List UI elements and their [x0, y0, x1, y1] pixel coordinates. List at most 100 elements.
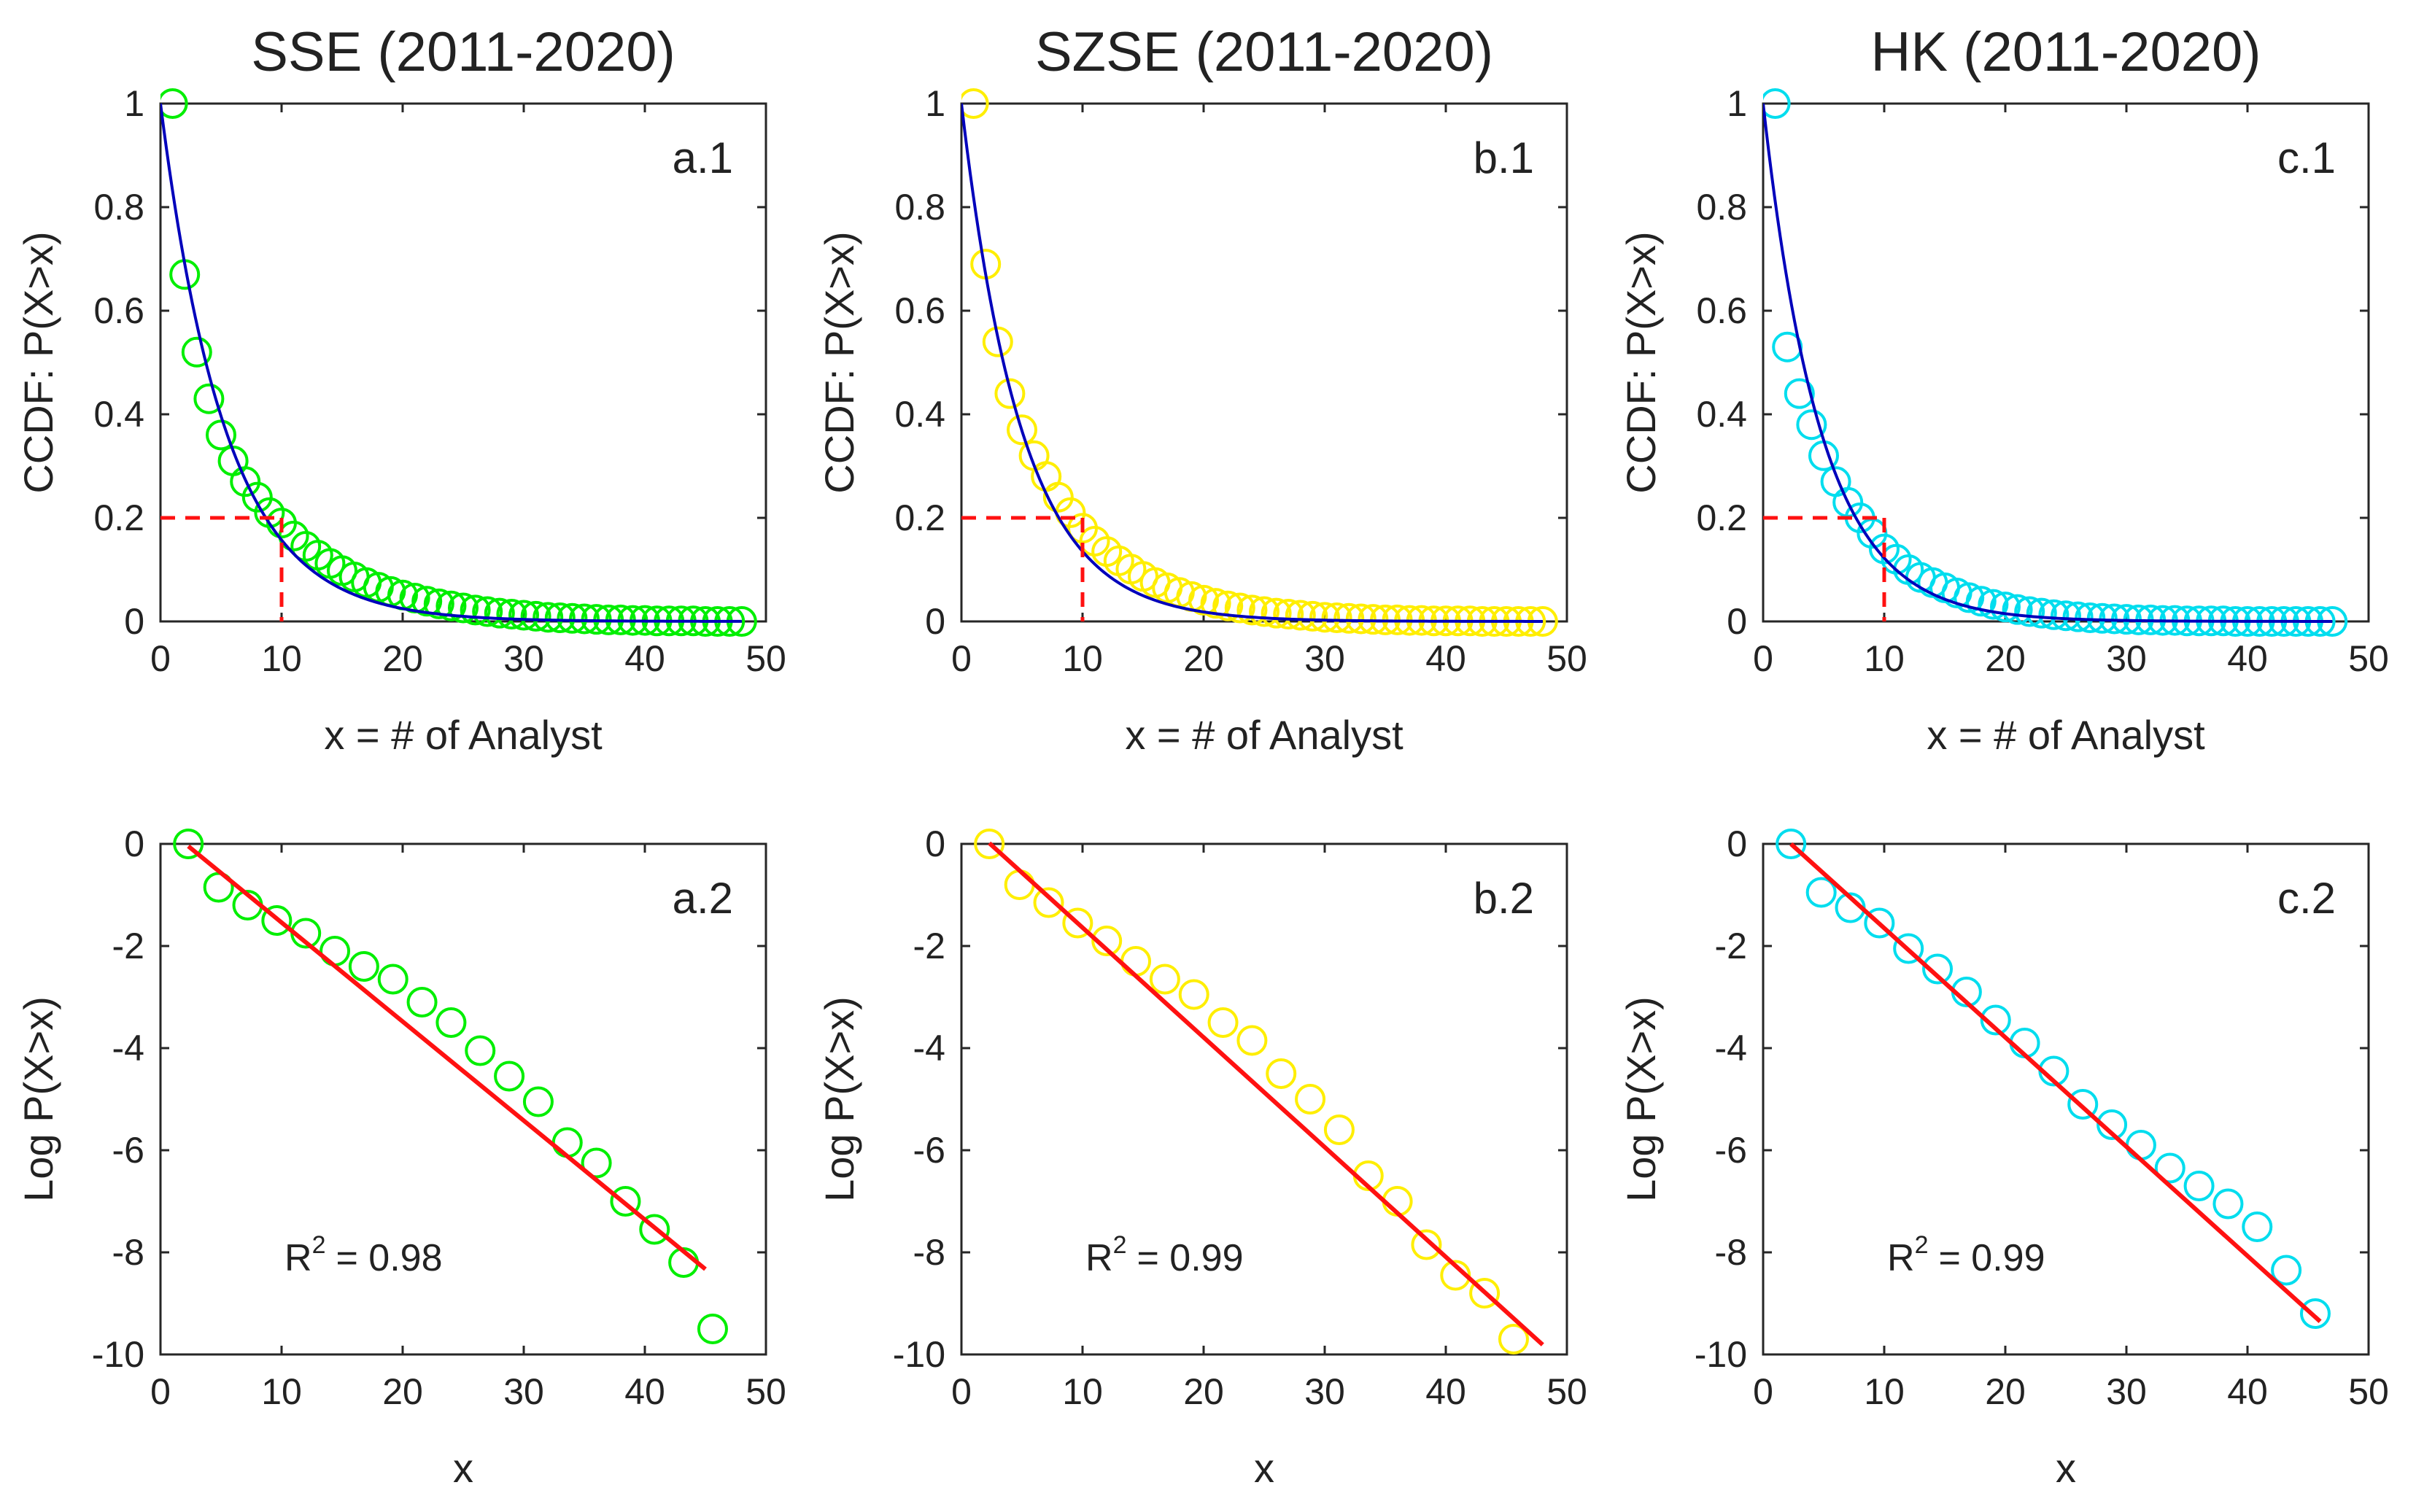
x-tick-label: 20	[1985, 638, 2026, 679]
data-point	[377, 964, 409, 995]
r2-prefix: R	[1085, 1237, 1113, 1279]
y-tick-label: 0.8	[1696, 187, 1747, 228]
panel-title: SSE (2011-2020)	[251, 21, 675, 83]
y-tick-label: -6	[913, 1130, 945, 1171]
x-tick-label: 50	[1546, 638, 1587, 679]
y-tick-label: -10	[92, 1334, 144, 1375]
data-point	[2002, 594, 2033, 625]
fit-line	[1789, 842, 2322, 1324]
x-tick-label: 30	[503, 1371, 544, 1412]
panel-c2: 0 10 20 30 40 50 -10 -8 -6 -4 -2 0 x Log P(X>x) c.2 R2 =…	[1618, 823, 2389, 1491]
y-axis-label: CCDF: P(X>x)	[15, 231, 61, 493]
x-tick-label: 30	[2106, 638, 2147, 679]
data-point	[1285, 600, 1316, 631]
data-point	[411, 586, 443, 617]
y-tick-label: -8	[1715, 1232, 1747, 1273]
data-point	[982, 326, 1013, 357]
data-point	[261, 905, 293, 936]
data-point	[551, 1127, 583, 1158]
x-tick-label: 50	[2348, 1371, 2389, 1412]
x-tick-label: 10	[1864, 638, 1905, 679]
data-point	[1033, 887, 1064, 918]
r2-exponent: 2	[312, 1231, 326, 1259]
y-tick-label: -10	[1695, 1334, 1747, 1375]
x-tick-label: 50	[1546, 1371, 1587, 1412]
data-point	[1763, 88, 1791, 119]
data-point	[520, 600, 551, 632]
x-axis-label: x = # of Analyst	[1927, 712, 2205, 758]
y-tick-label: -8	[913, 1232, 945, 1273]
y-tick-label: -2	[913, 926, 945, 966]
data-point	[2038, 599, 2070, 630]
fit-line	[187, 844, 707, 1271]
data-point	[994, 378, 1026, 409]
y-tick-label: 0.2	[1696, 497, 1747, 538]
data-point	[1411, 1229, 1442, 1260]
data-point	[639, 1214, 670, 1245]
data-point	[1062, 907, 1093, 939]
fit-curve	[1763, 103, 2333, 623]
data-point	[348, 951, 379, 982]
y-axis-label: Log P(X>x)	[15, 996, 61, 1202]
x-tick-label: 50	[746, 638, 786, 679]
fit-line	[988, 841, 1544, 1346]
data-point	[2062, 601, 2094, 632]
x-tick-label: 50	[2348, 638, 2389, 679]
y-tick-label: 0.4	[1696, 394, 1747, 435]
x-tick-label: 30	[2106, 1371, 2147, 1412]
data-point	[181, 336, 212, 368]
x-tick-label: 10	[261, 1371, 302, 1412]
data-point	[522, 1086, 554, 1117]
panel-a2: 0 10 20 30 40 50 -10 -8 -6 -4 -2 0 x Log P(X>x) a.2 R2 =…	[15, 823, 786, 1491]
r2-value: = 0.99	[1137, 1237, 1243, 1279]
data-point	[1042, 481, 1074, 513]
data-point	[1224, 592, 1255, 624]
y-tick-label: -4	[112, 1028, 144, 1069]
data-point	[2026, 597, 2057, 629]
data-point	[1978, 589, 2009, 620]
data-point	[1297, 600, 1328, 632]
x-tick-label: 40	[2227, 638, 2268, 679]
data-point	[173, 829, 204, 859]
y-axis-label: CCDF: P(X>x)	[1618, 231, 1664, 493]
x-tick-label: 0	[951, 638, 972, 679]
panel-tag: a.2	[673, 874, 733, 923]
data-point	[1980, 1004, 2011, 1036]
data-point	[484, 597, 515, 629]
axes-frame	[960, 842, 1568, 1356]
y-axis-label: Log P(X>x)	[1618, 996, 1664, 1202]
plot-area	[974, 829, 1544, 1354]
x-tick-label: 30	[1304, 638, 1345, 679]
r2-exponent: 2	[1113, 1231, 1127, 1259]
data-point	[557, 602, 588, 634]
x-tick-label: 10	[261, 638, 302, 679]
data-point	[2212, 1188, 2244, 1220]
data-point	[1266, 1058, 1297, 1089]
data-point	[1249, 596, 1279, 627]
x-tick-label: 20	[1985, 1371, 2026, 1412]
y-tick-label: 0	[925, 601, 945, 642]
r2-exponent: 2	[1915, 1231, 1929, 1259]
data-point	[1784, 378, 1815, 409]
data-point	[1345, 603, 1377, 635]
y-tick-label: 0.6	[1696, 290, 1747, 331]
data-point	[697, 1314, 728, 1344]
data-point	[241, 481, 273, 513]
data-point	[1200, 588, 1231, 619]
x-axis-label: x = # of Analyst	[1125, 712, 1403, 758]
x-axis-label: x = # of Analyst	[324, 712, 603, 758]
y-tick-label: 0.2	[93, 497, 144, 538]
y-tick-label: -10	[893, 1334, 945, 1375]
x-tick-label: 20	[382, 1371, 423, 1412]
data-point	[1864, 907, 1895, 939]
x-tick-label: 10	[1864, 1371, 1905, 1412]
data-point	[1321, 602, 1352, 634]
axes-frame	[1762, 842, 2370, 1356]
data-point	[2299, 1298, 2331, 1329]
plot-area	[961, 88, 1558, 637]
y-tick-label: 0.4	[894, 394, 945, 435]
x-axis-label: x	[1254, 1445, 1274, 1491]
data-point	[610, 1186, 641, 1217]
y-tick-label: 0	[124, 823, 144, 864]
